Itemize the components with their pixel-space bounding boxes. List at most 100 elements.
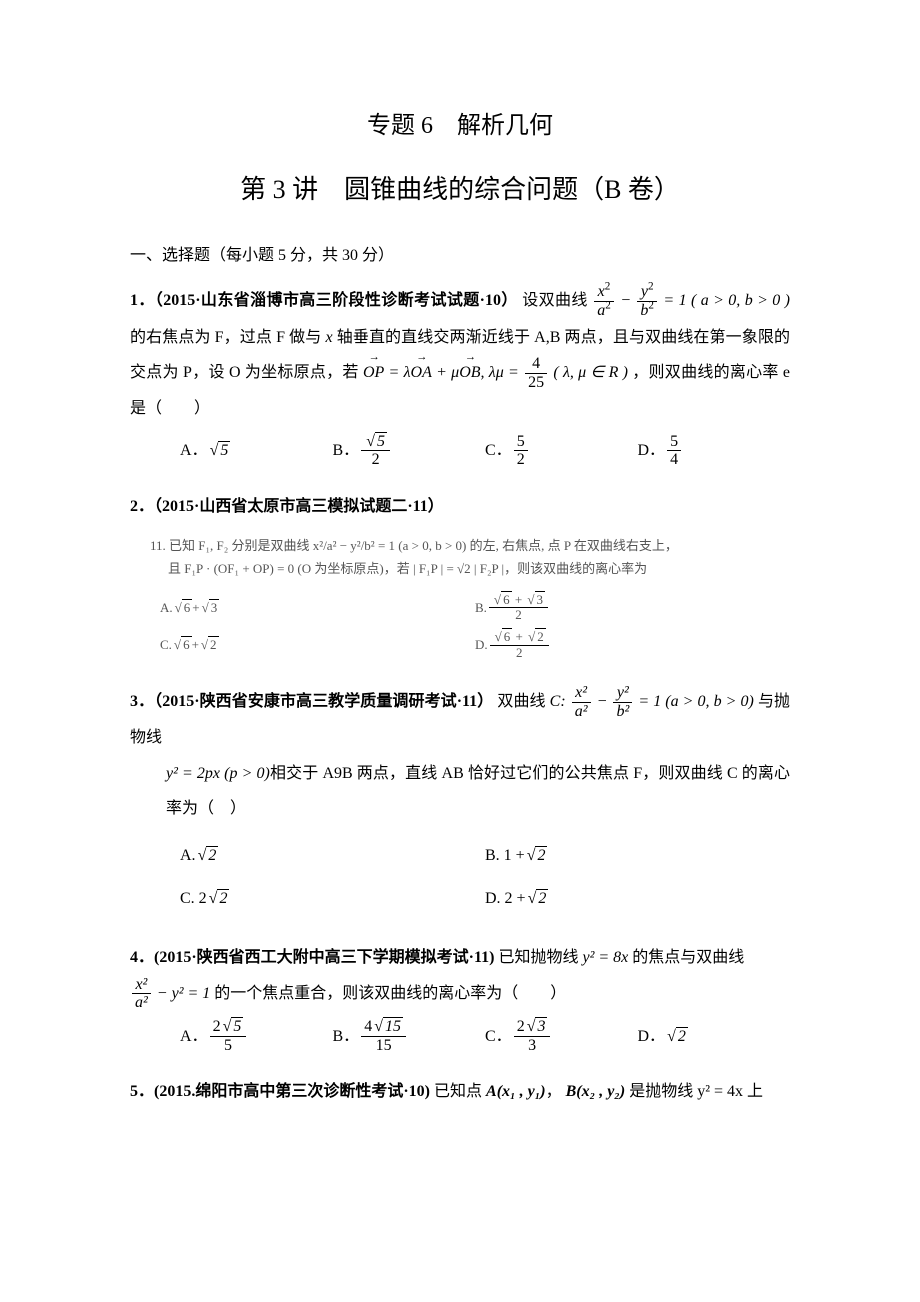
text: 已知抛物线: [498, 949, 582, 966]
rad: 6: [501, 591, 512, 607]
problem-2-options: A. 6 + 3 B. 6 + 32 C. 6 + 2 D. 6 + 22: [150, 589, 790, 664]
option-b: B. 1 + 2: [485, 834, 790, 877]
den: 4: [667, 451, 681, 469]
num: x²: [132, 976, 151, 995]
den: 2: [490, 646, 549, 660]
den: 5: [210, 1037, 247, 1055]
point-b: B(x₂ , y₂): [566, 1083, 626, 1100]
den: 2: [489, 608, 548, 622]
option-d: D．2: [638, 1018, 791, 1054]
text: C:: [550, 693, 570, 710]
label: A．: [180, 1019, 208, 1054]
label: C．: [485, 1019, 512, 1054]
problem-2: 2．（2015·山西省太原市高三模拟试题二·11） 11. 已知 F₁, F₂ …: [130, 489, 790, 664]
text: 已知点: [434, 1083, 486, 1100]
problem-2-source: 2．（2015·山西省太原市高三模拟试题二·11）: [130, 498, 444, 515]
problem-4-source: 4．(2015·陕西省西工大附中高三下学期模拟考试·11): [130, 949, 494, 966]
rad: 2: [676, 1027, 688, 1045]
option-d: D. 2 + 2: [485, 877, 790, 920]
lecture-title: 第 3 讲 圆锥曲线的综合问题（B 卷）: [130, 161, 790, 218]
option-d: D. 6 + 22: [475, 626, 790, 664]
text: 设双曲线: [522, 292, 588, 309]
problem-1-options: A．5 B．52 C．52 D．54: [130, 432, 790, 468]
problem-1: 1．（2015·山东省淄博市高三阶段性诊断考试试题·10） 设双曲线 x2a2 …: [130, 283, 790, 469]
text: +: [512, 629, 526, 644]
den: 15: [361, 1037, 406, 1055]
den: 25: [525, 374, 547, 392]
rad: 3: [209, 599, 220, 615]
rad: 2: [206, 846, 218, 864]
var: a: [597, 302, 605, 319]
rad: 6: [502, 628, 513, 644]
label: C．: [485, 433, 512, 468]
label: D．: [638, 433, 666, 468]
problem-4-options: A．255 B．41515 C．233 D．2: [130, 1018, 790, 1054]
rad: 6: [182, 599, 193, 615]
vector-ob: OB: [459, 355, 480, 390]
num: x²: [572, 684, 591, 703]
text: ( λ, μ ∈ R ): [553, 364, 628, 381]
option-c: C. 6 + 2: [160, 626, 475, 664]
coef: 2: [517, 1018, 525, 1035]
option-b: B. 6 + 32: [475, 589, 790, 627]
problem-1-source: 1．（2015·山东省淄博市高三阶段性诊断考试试题·10）: [130, 292, 518, 309]
vector-oa: OA: [411, 355, 432, 390]
num: 5: [667, 433, 681, 452]
option-a: A．5: [180, 432, 333, 468]
text: 双曲线: [497, 693, 549, 710]
rad: 5: [375, 432, 387, 450]
rad: 2: [208, 636, 219, 652]
label: B．: [333, 1019, 360, 1054]
option-c: C．52: [485, 432, 638, 468]
option-d: D．54: [638, 432, 791, 468]
text: + μ: [432, 364, 459, 381]
problem-3-options: A. 2 B. 1 + 2 C. 22 D. 2 + 2: [130, 834, 790, 920]
label: A.: [180, 838, 196, 873]
text: 是抛物线 y² = 4x 上: [629, 1083, 763, 1100]
problem-2-subimage: 11. 已知 F₁, F₂ 分别是双曲线 x²/a² − y²/b² = 1 (…: [130, 534, 790, 664]
label: D.: [475, 633, 488, 656]
problem-3-source: 3．（2015·陕西省安康市高三教学质量调研考试·11）: [130, 693, 493, 710]
den: a²: [132, 994, 151, 1012]
num: 5: [514, 433, 528, 452]
text: +: [192, 596, 199, 619]
rad: 5: [218, 441, 230, 459]
var: x: [598, 283, 605, 300]
section-heading: 一、选择题（每小题 5 分，共 30 分）: [130, 238, 790, 273]
num: 4: [525, 355, 547, 374]
option-a: A. 6 + 3: [160, 589, 475, 627]
text: ，: [546, 1083, 562, 1100]
vector-op: OP: [363, 355, 384, 390]
problem-3: 3．（2015·陕西省安康市高三教学质量调研考试·11） 双曲线 C: x²a²…: [130, 684, 790, 920]
option-c: C. 22: [180, 877, 485, 920]
problem-5-source: 5．(2015.绵阳市高中第三次诊断性考试·10): [130, 1083, 430, 1100]
option-b: B．41515: [333, 1018, 486, 1054]
den: 2: [514, 451, 528, 469]
eq-cond: = 1 ( a > 0, b > 0 ): [663, 292, 790, 309]
point-a: A(x₁ , y₁): [486, 1083, 546, 1100]
text: 且 F₁P · (OF₁ + OP) = 0 (O 为坐标原点)，若 | F₁P…: [150, 557, 790, 580]
num: y²: [613, 684, 632, 703]
option-b: B． 52: [333, 432, 486, 468]
label: B.: [475, 596, 487, 619]
problem-4: 4．(2015·陕西省西工大附中高三下学期模拟考试·11) 已知抛物线 y² =…: [130, 940, 790, 1054]
text: , λμ =: [481, 364, 524, 381]
option-a: A. 2: [180, 834, 485, 877]
den: b²: [613, 703, 632, 721]
text: 的右焦点为 F，过点 F 做与: [130, 329, 326, 346]
label: D. 2 +: [485, 881, 526, 916]
rad: 2: [217, 889, 229, 907]
text: +: [512, 592, 526, 607]
var: y: [641, 283, 648, 300]
text: = 1 (a > 0, b > 0): [634, 693, 754, 710]
rad: 3: [535, 1017, 547, 1035]
parabola: y² = 2px (p > 0): [166, 765, 270, 782]
topic-title: 专题 6 解析几何: [130, 100, 790, 153]
rad: 15: [383, 1017, 403, 1035]
rad: 2: [536, 889, 548, 907]
rad: 6: [181, 636, 192, 652]
den: 3: [514, 1037, 551, 1055]
den: 2: [361, 451, 390, 469]
label: B．: [333, 433, 360, 468]
rad: 2: [535, 846, 547, 864]
